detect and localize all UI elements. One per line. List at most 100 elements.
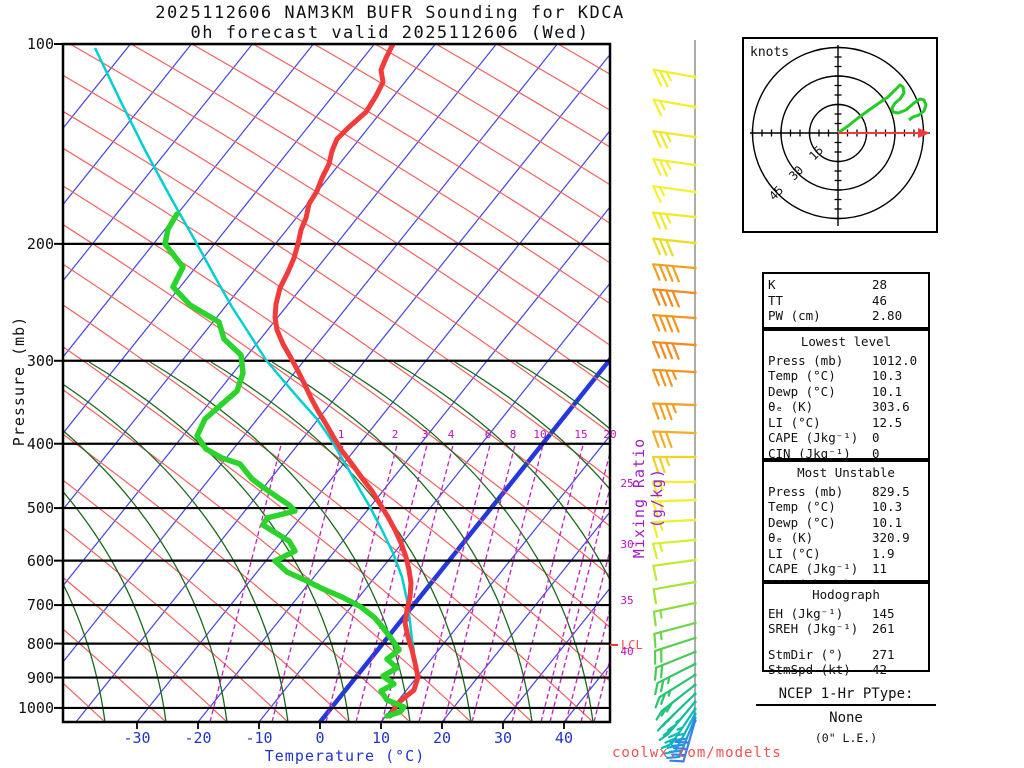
mixing-ratio-label: 3 bbox=[421, 428, 429, 441]
stat-label: Temp (°C) bbox=[768, 499, 836, 514]
pressure-tick-label: 400 bbox=[26, 434, 54, 453]
wind-barb bbox=[651, 498, 697, 518]
temperature-axis-title: Temperature (°C) bbox=[264, 747, 426, 765]
wind-barb bbox=[652, 558, 697, 582]
stat-label: θₑ (K) bbox=[768, 530, 814, 545]
stat-label: θₑ (K) bbox=[768, 399, 814, 414]
moist-adiabat bbox=[63, 582, 106, 722]
stat-value: 10.1 bbox=[872, 383, 903, 399]
stat-row: PW (cm) 2.80 bbox=[768, 308, 924, 324]
stat-value: 261 bbox=[872, 621, 895, 636]
isotherm bbox=[380, 434, 610, 722]
stat-label: EH (Jkg⁻¹) bbox=[768, 605, 844, 621]
stat-row: CIN (Jkg⁻¹) 0 bbox=[768, 446, 924, 462]
dry-adiabat bbox=[63, 147, 610, 528]
stat-row: Temp (°C) 10.3 bbox=[768, 368, 924, 384]
temperature-tick-label: 10 bbox=[371, 729, 391, 747]
lcl-label: LCL bbox=[621, 638, 643, 652]
dewpoint-trace bbox=[162, 211, 407, 719]
wind-barb bbox=[652, 313, 697, 333]
lowest-level-title: Lowest level bbox=[800, 334, 892, 349]
hodograph-units-label: knots bbox=[750, 45, 790, 60]
pressure-tick-label: 200 bbox=[26, 234, 54, 253]
dry-adiabat bbox=[63, 74, 610, 434]
temperature-tick-label: 0 bbox=[315, 729, 325, 747]
dry-adiabat bbox=[63, 433, 411, 722]
chart-title: 2025112606 NAM3KM BUFR Sounding for KDCA bbox=[155, 3, 625, 23]
wind-barb bbox=[652, 263, 697, 283]
pressure-tick-label: 600 bbox=[26, 551, 54, 570]
stat-row: Press (mb) 829.5 bbox=[768, 484, 924, 500]
stat-value: 320.9 bbox=[872, 530, 910, 545]
stat-value: 145 bbox=[872, 605, 895, 621]
wind-barb bbox=[652, 538, 697, 560]
mixing-ratio-label: 8 bbox=[509, 428, 517, 441]
hodograph-stats-panel: Hodograph EH (Jkg⁻¹) 145 SREH (Jkg⁻¹) 261 S… bbox=[762, 582, 930, 677]
skewt-plot-area bbox=[63, 44, 610, 722]
dry-adiabat bbox=[69, 44, 610, 390]
most-unstable-title: Most Unstable bbox=[797, 465, 895, 480]
stat-row: CAPE (Jkg⁻¹) 11 bbox=[768, 561, 924, 577]
wind-barb bbox=[652, 211, 697, 230]
stat-label: StmSpd (kt) bbox=[768, 662, 851, 677]
wind-barb bbox=[653, 636, 697, 665]
stat-label: LI (°C) bbox=[768, 545, 821, 561]
pressure-tick-label: 500 bbox=[26, 499, 54, 518]
temperature-tick-label: -30 bbox=[123, 729, 151, 747]
moist-adiabat bbox=[63, 429, 228, 722]
stat-label: CAPE (Jkg⁻¹) bbox=[768, 430, 859, 445]
wind-barb bbox=[656, 692, 697, 732]
isotherm bbox=[75, 53, 610, 722]
isotherm bbox=[63, 44, 497, 587]
wind-barb bbox=[660, 707, 697, 750]
stat-value: 46 bbox=[872, 292, 888, 308]
dry-adiabat bbox=[63, 185, 610, 577]
moist-adiabat bbox=[63, 490, 167, 722]
stat-value: 10.3 bbox=[872, 499, 903, 514]
dry-adiabat bbox=[63, 389, 472, 722]
stat-value: 42 bbox=[872, 662, 888, 677]
isotherm bbox=[502, 587, 610, 722]
isotherm bbox=[197, 206, 610, 722]
wind-barb bbox=[653, 650, 697, 681]
dry-adiabat bbox=[191, 44, 610, 305]
dry-adiabat bbox=[63, 527, 289, 722]
pressure-tick-label: 1000 bbox=[17, 698, 54, 717]
stat-value: 10.1 bbox=[872, 514, 903, 530]
temperature-tick-label: -10 bbox=[245, 729, 273, 747]
indices-panel: K 28 TT 46 PW (cm) 2.80 bbox=[762, 272, 930, 329]
wind-barb bbox=[652, 288, 697, 308]
wind-barb bbox=[651, 455, 697, 474]
mixing-ratio-label: 30 bbox=[620, 538, 634, 551]
stat-value: 303.6 bbox=[872, 399, 910, 414]
plot-background bbox=[63, 44, 610, 722]
wind-barb bbox=[652, 130, 697, 149]
stat-value: 12.5 bbox=[872, 414, 903, 430]
stat-label: SREH (Jkg⁻¹) bbox=[768, 621, 859, 636]
mixing-ratio-label: 20 bbox=[603, 428, 617, 441]
stat-value: 829.5 bbox=[872, 483, 910, 499]
isotherm bbox=[63, 44, 314, 358]
wind-barb bbox=[652, 340, 697, 360]
most-unstable-panel: Most Unstable Press (mb) 829.5 Temp (°C) 10… bbox=[762, 460, 930, 592]
moist-adiabat bbox=[515, 361, 610, 430]
stat-value: 271 bbox=[872, 646, 895, 662]
stat-row: K 28 bbox=[768, 277, 924, 293]
wind-barb bbox=[654, 662, 697, 696]
isotherm bbox=[441, 511, 610, 722]
parcel-trace bbox=[93, 47, 416, 653]
wind-barb bbox=[655, 683, 697, 721]
wind-barb bbox=[652, 98, 697, 117]
stat-label: CIN (Jkg⁻¹) bbox=[768, 445, 851, 461]
dry-adiabat bbox=[63, 263, 610, 683]
wind-barb bbox=[651, 480, 697, 499]
isotherm bbox=[136, 129, 610, 722]
temperature-tick-label: 40 bbox=[554, 729, 574, 747]
stat-label: Dewp (°C) bbox=[768, 514, 836, 530]
wind-barb bbox=[653, 621, 697, 649]
temperature-tick-label: 30 bbox=[493, 729, 513, 747]
dry-adiabats bbox=[63, 44, 610, 722]
stat-value: 1012.0 bbox=[872, 352, 918, 368]
